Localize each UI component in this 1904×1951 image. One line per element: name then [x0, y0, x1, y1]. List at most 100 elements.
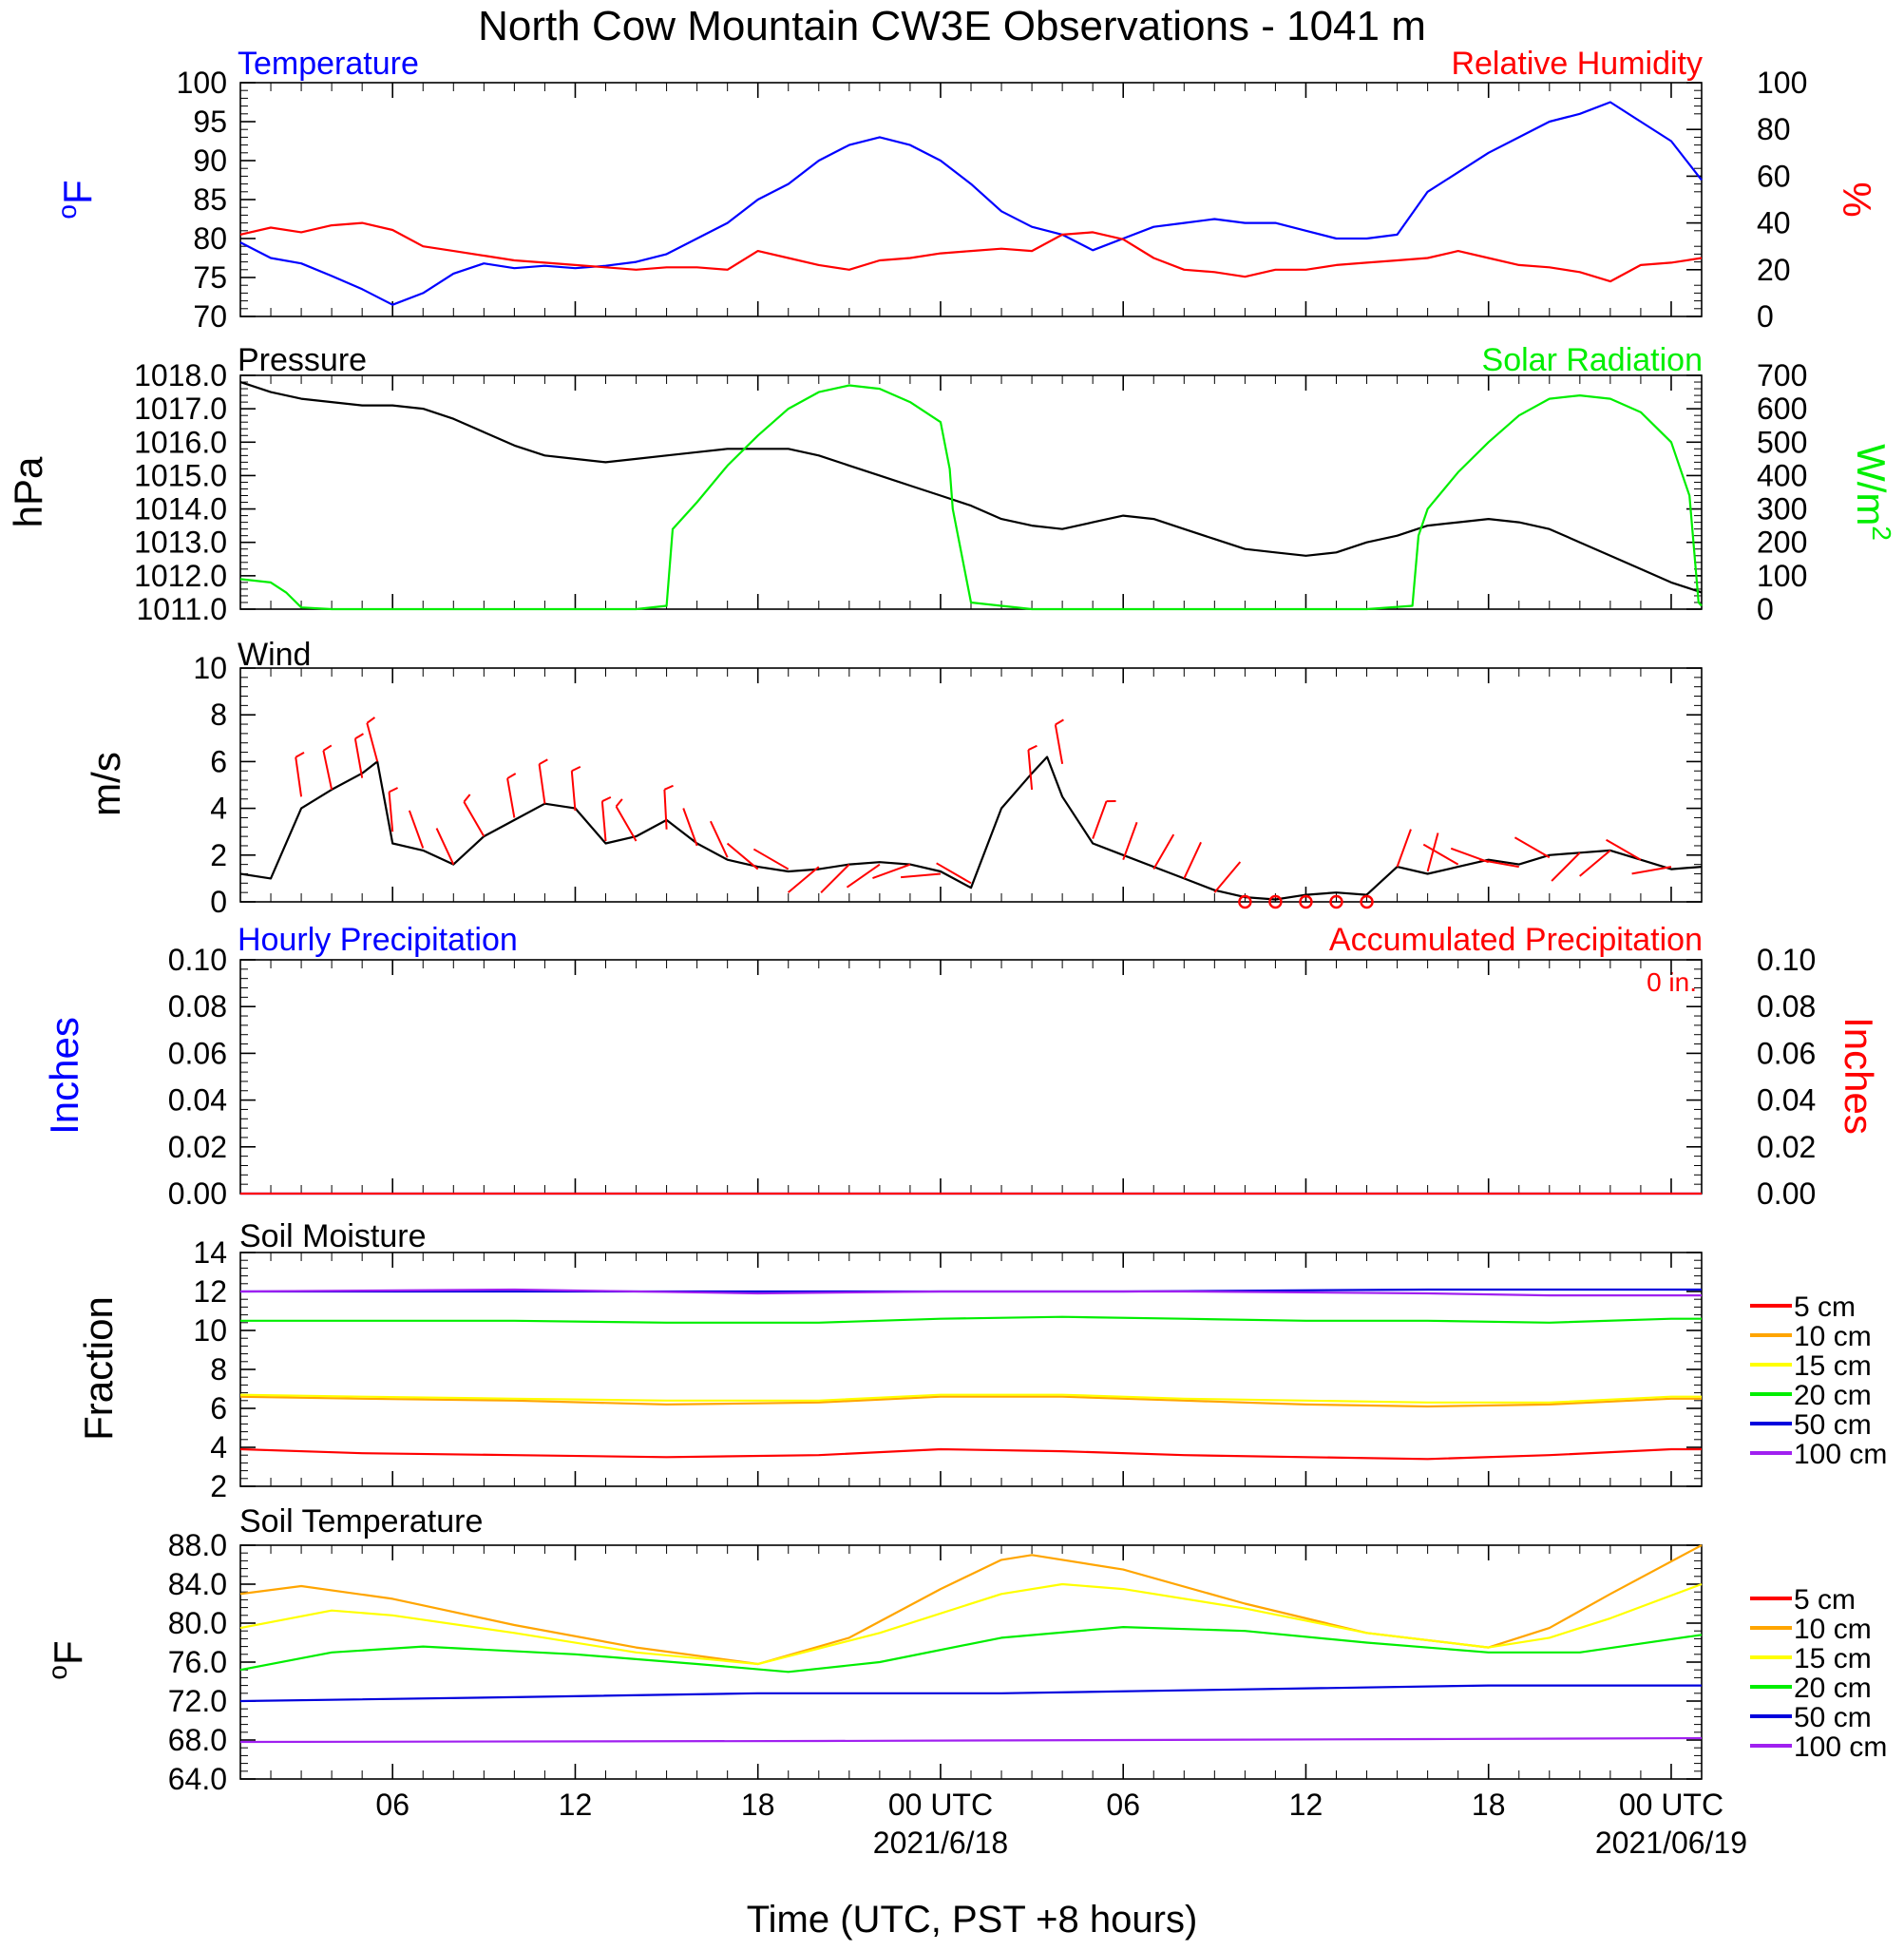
wind-barb-feather [295, 752, 305, 758]
y-tick-label-left: 6 [210, 1391, 227, 1425]
wind-frame [239, 667, 1703, 903]
wind-panel: Wind m/s [84, 637, 311, 816]
wind-calm-marker [1360, 894, 1374, 909]
wind-barb-feather [663, 784, 674, 791]
y-tick-label-left: 84.0 [168, 1567, 227, 1601]
wind-barb [600, 801, 607, 842]
y-tick-label-right: 200 [1757, 526, 1807, 560]
wind-barb [936, 862, 972, 885]
wind-barb [322, 750, 333, 791]
y-tick-label-right: 0.10 [1757, 943, 1816, 977]
wind-barb [1213, 861, 1242, 893]
y-tick-label-left: 2 [210, 1469, 227, 1503]
y-tick-label-left: 72.0 [168, 1684, 227, 1718]
wind-barb-feather [571, 765, 581, 773]
wind-barb [435, 828, 455, 866]
legend-label: 10 cm [1794, 1321, 1872, 1352]
wind-barb [726, 842, 759, 870]
series-line-50-cm [239, 1684, 1702, 1703]
wind-barb-feather [506, 773, 517, 779]
pressure-solar-panel: Pressure Solar Radiation hPa W/m2 [6, 342, 1896, 541]
wind-barb [1551, 851, 1581, 882]
series-line-pressure [239, 380, 1703, 594]
series-line-15-cm [239, 1393, 1702, 1404]
series-line-100-cm [239, 1736, 1703, 1744]
legend-label: 15 cm [1794, 1350, 1872, 1382]
y-tick-label-left: 1013.0 [134, 526, 227, 560]
wind-barb-feather [615, 798, 623, 808]
wind-barb [1606, 838, 1642, 861]
degree-o: o [52, 204, 82, 220]
x-tick-label: 12 [1289, 1788, 1323, 1822]
y-tick-label-right: 600 [1757, 392, 1807, 426]
y-tick-label-right: 0 [1757, 592, 1774, 626]
accum-precip-axis-label: Inches [1837, 1017, 1881, 1135]
series-line-10-cm [239, 1395, 1702, 1408]
y-tick-label-left: 1017.0 [134, 392, 227, 426]
precipitation-frame [239, 959, 1703, 1195]
wind-barb-feather [389, 787, 398, 794]
y-tick-label-left: 0.02 [168, 1130, 227, 1164]
y-tick-label-right: 700 [1757, 358, 1807, 392]
wind-barb [1027, 749, 1034, 791]
hourly-precip-axis-label: Inches [42, 1017, 86, 1135]
x-tick-label: 12 [559, 1788, 593, 1822]
wind-axis-label: m/s [84, 752, 128, 816]
y-tick-label-left: 0 [210, 885, 227, 919]
wind-barb [752, 848, 790, 870]
y-tick-label-left: 70 [193, 299, 227, 334]
wind-barb-feather [463, 794, 471, 803]
soil-temperature-title: Soil Temperature [239, 1503, 483, 1540]
wind-barb [1152, 833, 1175, 870]
series-line-15-cm [239, 1582, 1703, 1666]
wind-barb-feather [601, 795, 612, 803]
wind-calm-marker [1329, 894, 1343, 909]
y-tick-label-right: 0 [1757, 299, 1774, 334]
y-tick-label-right: 500 [1757, 425, 1807, 459]
solar-axis-label: W/m2 [1849, 444, 1896, 541]
pressure-axis-label: hPa [6, 456, 50, 527]
legend-label: 50 cm [1794, 1409, 1872, 1441]
wind-barb [1631, 866, 1672, 875]
y-tick-label-left: 76.0 [168, 1645, 227, 1679]
x-date-label: 2021/6/18 [873, 1826, 1008, 1860]
y-tick-label-left: 4 [210, 792, 227, 826]
y-tick-label-right: 0.04 [1757, 1083, 1816, 1118]
wind-calm-marker [1268, 894, 1283, 909]
y-tick-label-right: 80 [1757, 112, 1791, 146]
series-line-10-cm [239, 1544, 1703, 1666]
y-tick-label-left: 75 [193, 260, 227, 295]
y-tick-label-left: 80.0 [168, 1606, 227, 1640]
wind-barb-feather [1027, 744, 1038, 751]
pressure_solar-frame [239, 374, 1703, 610]
y-tick-label-right: 0.00 [1757, 1176, 1816, 1211]
series-line-100-cm [239, 1288, 1702, 1297]
soil-moisture-title: Soil Moisture [239, 1218, 427, 1254]
precipitation-panel: Hourly Precipitation Accumulated Precipi… [42, 922, 1881, 1135]
wind-barb [538, 763, 546, 804]
soil_temperature-frame [239, 1544, 1703, 1780]
x-tick-label: 18 [1472, 1788, 1506, 1822]
y-tick-label-right: 400 [1757, 458, 1807, 492]
wind-barb [1122, 821, 1138, 861]
y-tick-label-left: 0.00 [168, 1176, 227, 1211]
wind-barb [663, 789, 668, 830]
wind-barb [901, 872, 942, 879]
wind-barb-feather [1055, 718, 1064, 726]
legend-label: 5 cm [1794, 1291, 1856, 1323]
y-tick-label-right: 20 [1757, 253, 1791, 287]
y-tick-label-left: 1012.0 [134, 559, 227, 593]
soil-fahrenheit-f: F [46, 1640, 90, 1665]
plot-marks: 1009590858075701008060402001018.01017.01… [134, 66, 1887, 1860]
y-tick-label-left: 4 [210, 1430, 227, 1464]
y-tick-label-left: 1018.0 [134, 358, 227, 392]
y-tick-label-left: 68.0 [168, 1723, 227, 1757]
wind-barb [1422, 843, 1459, 866]
y-tick-label-left: 64.0 [168, 1762, 227, 1796]
wind-barb [1396, 829, 1412, 868]
legend-label: 20 cm [1794, 1673, 1872, 1704]
y-tick-label-left: 0.10 [168, 943, 227, 977]
legend-label: 100 cm [1794, 1731, 1887, 1763]
solar-panel-title: Solar Radiation [1482, 342, 1703, 378]
